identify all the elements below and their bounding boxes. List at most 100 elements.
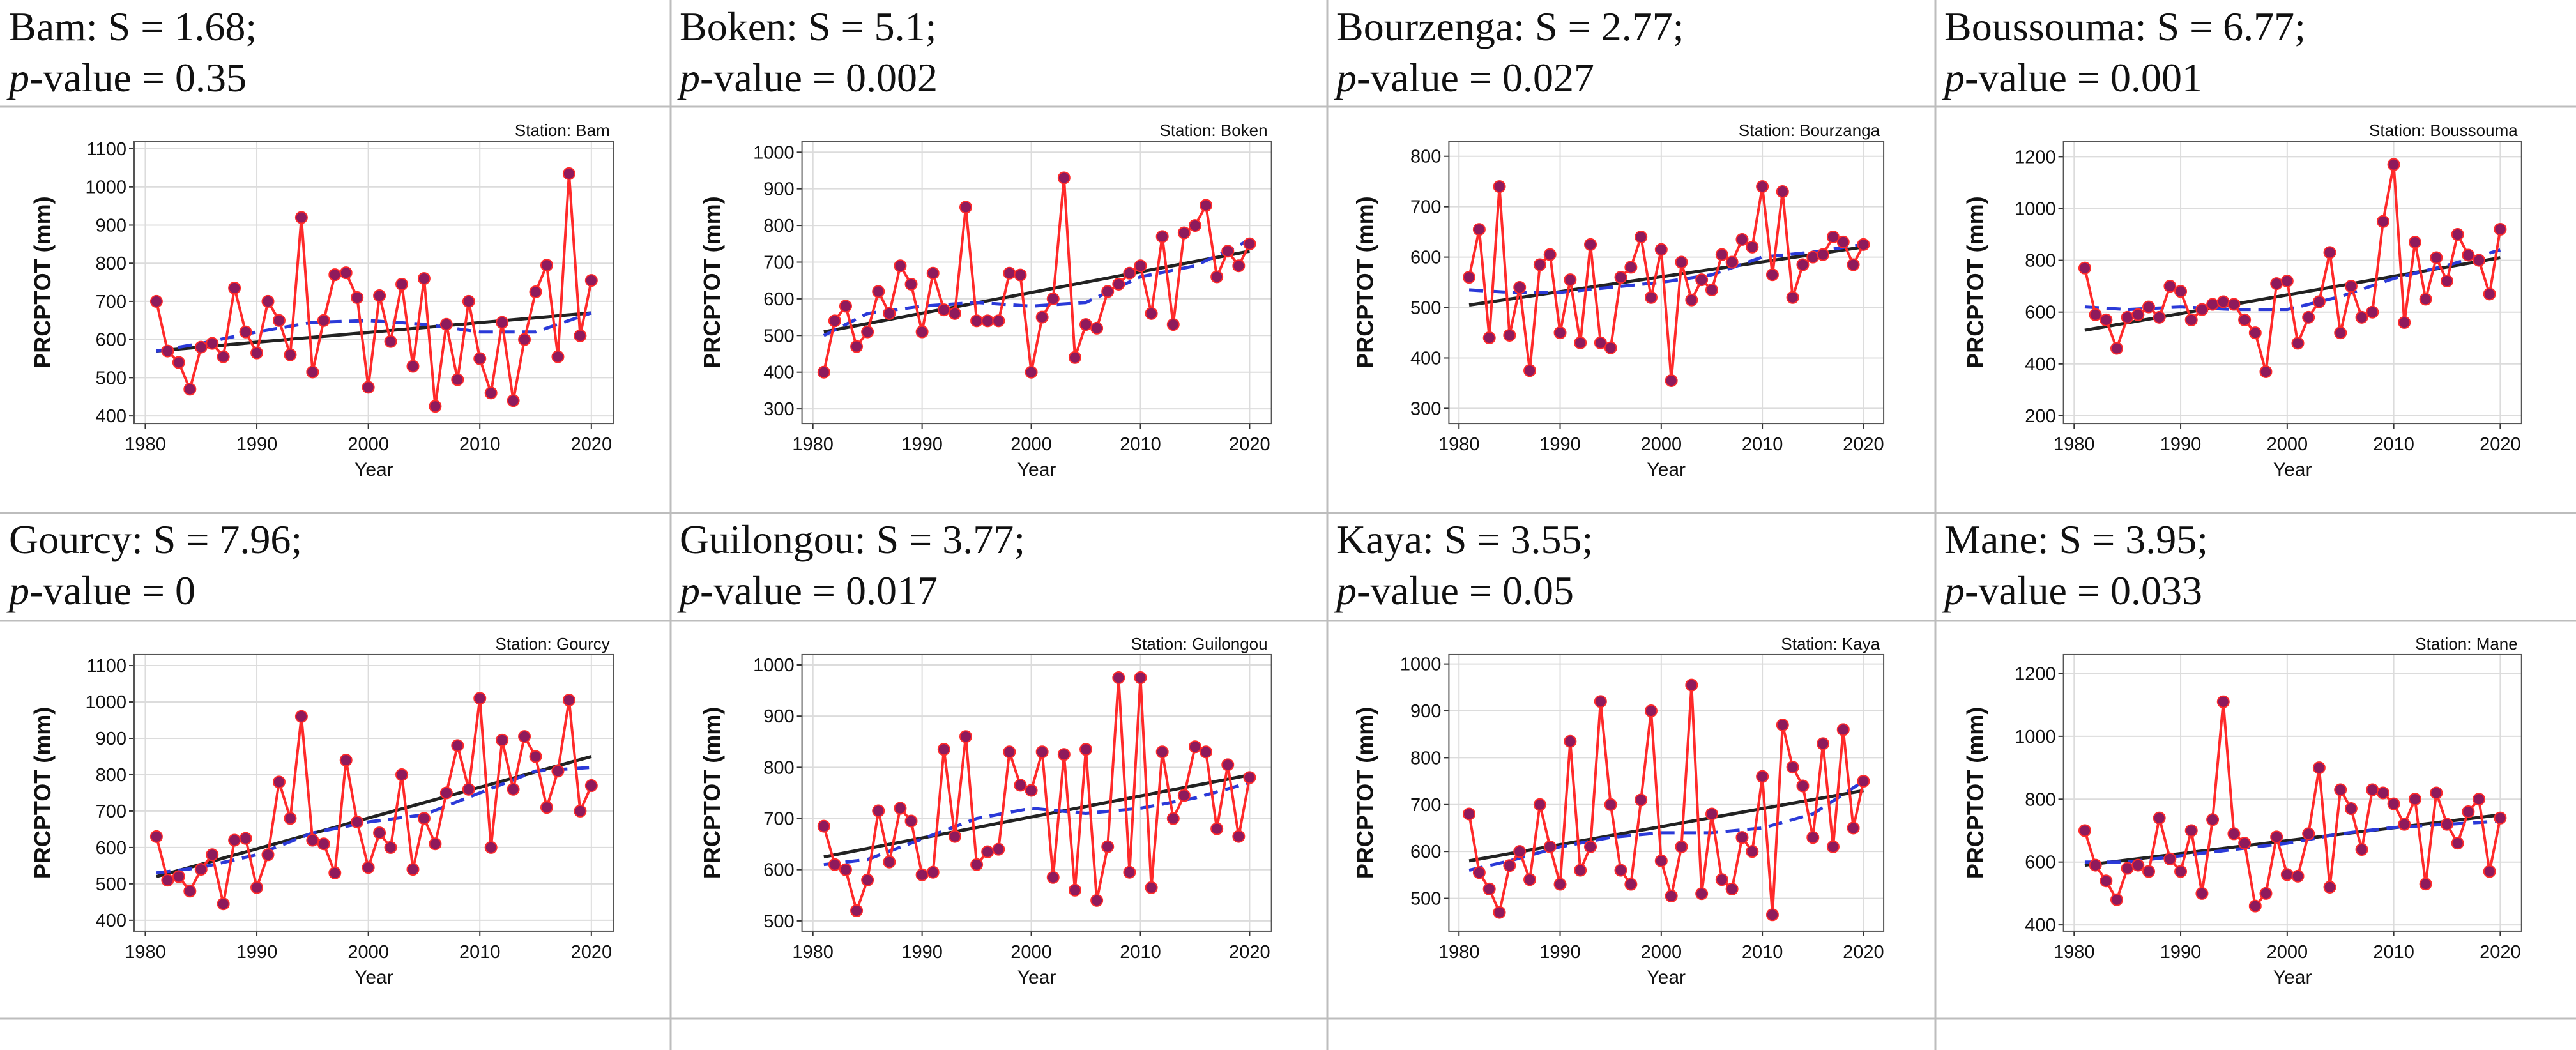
data-point <box>507 394 520 407</box>
data-point <box>1533 798 1546 811</box>
y-tick-label: 700 <box>763 809 794 830</box>
data-point <box>451 739 464 752</box>
data-point <box>584 779 598 793</box>
data-point <box>1523 873 1537 886</box>
data-point <box>284 812 297 825</box>
data-point <box>904 814 918 828</box>
y-tick-label: 500 <box>96 874 126 895</box>
data-point <box>484 841 498 854</box>
data-point <box>2216 695 2230 708</box>
data-point <box>937 743 950 756</box>
data-point <box>1735 831 1749 844</box>
data-point <box>1046 871 1060 884</box>
y-tick-label: 900 <box>96 215 126 236</box>
data-point <box>2355 310 2368 324</box>
y-tick-label: 500 <box>1410 298 1441 319</box>
y-tick-label: 500 <box>763 326 794 346</box>
x-tick-label: 2000 <box>1010 434 1052 455</box>
data-line <box>2084 164 2502 372</box>
data-point <box>2216 295 2230 308</box>
data-point <box>1533 258 1546 271</box>
data-point <box>161 874 174 887</box>
data-point <box>2494 222 2507 236</box>
data-point <box>272 775 286 789</box>
data-point <box>2430 786 2443 800</box>
data-point <box>1574 864 1587 877</box>
data-point <box>948 830 961 843</box>
y-tick-label: 1000 <box>85 178 126 198</box>
y-axis-label: PRCPTOT (mm) <box>29 196 56 368</box>
data-point <box>2089 858 2102 872</box>
data-point <box>2441 275 2454 288</box>
cell-header: Bourzenga: S = 2.77; p-value = 0.027 <box>1336 1 1684 103</box>
data-point <box>1826 231 1840 244</box>
plot-area <box>134 654 614 931</box>
data-point <box>1614 271 1627 284</box>
header-subtitle: p-value = 0.027 <box>1336 55 1594 100</box>
data-point <box>2142 865 2156 878</box>
data-point <box>981 845 995 858</box>
data-point <box>294 710 308 723</box>
data-point <box>2462 805 2475 818</box>
data-point <box>1221 758 1235 772</box>
header-subtitle: p-value = 0.05 <box>1336 568 1574 613</box>
data-point <box>429 837 442 851</box>
data-point <box>1654 243 1668 256</box>
data-point <box>1210 822 1224 835</box>
header-title: Bam: S = 1.68; <box>9 4 257 49</box>
data-point <box>1101 285 1115 298</box>
data-point <box>2473 254 2486 267</box>
y-tick-label: 300 <box>763 399 794 420</box>
x-tick-label: 1990 <box>1539 942 1581 963</box>
data-point <box>1765 268 1779 282</box>
data-point <box>351 816 364 829</box>
data-point <box>1735 232 1749 246</box>
data-point <box>1472 223 1486 236</box>
data-point <box>883 855 896 869</box>
y-axis-label: PRCPTOT (mm) <box>1352 196 1378 368</box>
data-point <box>2291 337 2305 350</box>
station-label: Station: Mane <box>2415 634 2517 653</box>
y-tick-label: 700 <box>96 292 126 312</box>
data-point <box>992 314 1005 328</box>
data-point <box>2227 298 2241 311</box>
data-point <box>2248 326 2262 340</box>
data-point <box>1705 807 1718 821</box>
data-point <box>1166 318 1180 331</box>
data-point <box>1177 226 1191 240</box>
header-title: Guilongou: S = 3.77; <box>680 517 1026 562</box>
x-tick-label: 2000 <box>1641 942 1682 963</box>
data-point <box>2270 830 2283 844</box>
data-point <box>1232 259 1246 273</box>
data-point <box>496 316 509 329</box>
data-point <box>217 897 230 911</box>
data-point <box>373 289 386 302</box>
data-point <box>1644 704 1658 718</box>
data-point <box>518 333 531 346</box>
data-point <box>1806 831 1820 844</box>
y-tick-label: 800 <box>96 765 126 786</box>
smooth-line <box>156 766 591 875</box>
y-tick-label: 700 <box>1410 197 1441 218</box>
data-point <box>484 386 498 400</box>
trend-line <box>823 249 1250 334</box>
station-label: Station: Bam <box>515 121 610 140</box>
data-point <box>828 858 841 871</box>
data-line <box>1468 186 1865 381</box>
data-point <box>439 786 453 800</box>
data-point <box>1594 336 1607 349</box>
data-point <box>328 866 342 879</box>
x-tick-label: 2000 <box>347 434 389 455</box>
y-tick-label: 800 <box>2025 251 2055 271</box>
data-point <box>2376 786 2389 800</box>
data-point <box>1826 840 1840 853</box>
x-tick-label: 2020 <box>1843 942 1884 963</box>
y-tick-label: 1000 <box>1400 655 1442 675</box>
data-point <box>1243 771 1256 784</box>
plot-area <box>802 141 1272 424</box>
data-point <box>1123 865 1136 879</box>
data-point <box>2163 280 2177 293</box>
data-point <box>1463 271 1476 284</box>
data-point <box>272 314 286 327</box>
